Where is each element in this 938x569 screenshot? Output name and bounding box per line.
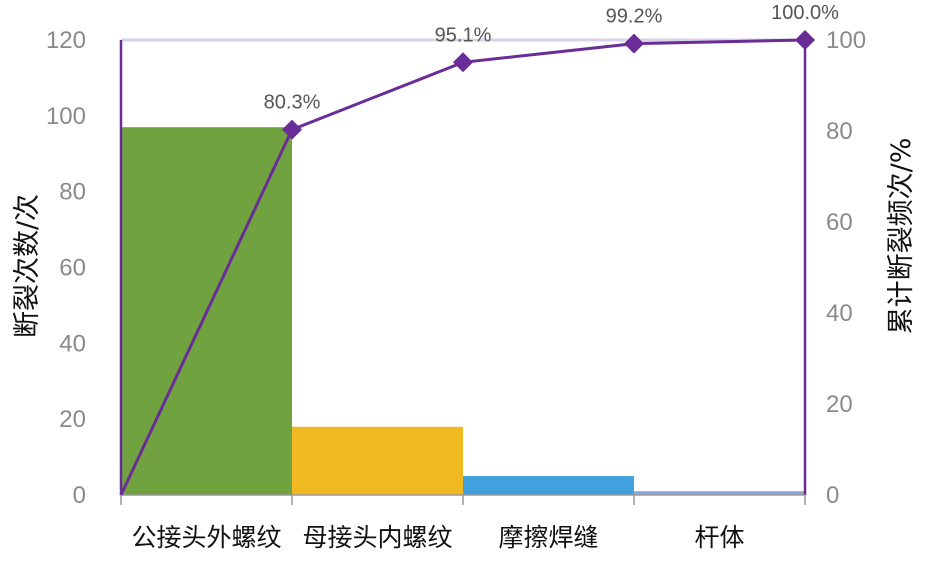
y-left-tick-label-6: 120	[46, 27, 86, 54]
y-right-tick-label-2: 40	[826, 300, 853, 327]
cumulative-data-label-2: 95.1%	[435, 24, 492, 46]
y-left-tick-label-3: 60	[59, 255, 86, 282]
bar-1	[292, 426, 463, 495]
cumulative-marker-1	[282, 119, 302, 140]
y-right-axis-title: 累计断裂频次/%	[886, 138, 917, 335]
x-tick-label-0: 公接头外螺纹	[131, 523, 281, 552]
cumulative-line-group	[119, 30, 815, 496]
axes: 0 20 40 60 80 100 120 0 20 40 60 80 100 公接头外螺纹 母接头内螺纹 摩…	[46, 27, 866, 552]
cumulative-data-label-4: 100.0%	[771, 2, 839, 24]
x-tick-label-1: 母接头内螺纹	[302, 523, 452, 552]
y-left-axis-title: 断裂次数/次	[12, 194, 43, 338]
bars	[121, 127, 805, 495]
y-left-tick-label-2: 40	[59, 330, 86, 357]
cumulative-marker-3	[624, 33, 644, 54]
y-left-tick-label-0: 0	[73, 482, 86, 509]
y-right-tick-label-4: 80	[826, 118, 853, 145]
y-left-tick-label-1: 20	[59, 406, 86, 433]
y-right-tick-label-0: 0	[826, 482, 839, 509]
cumulative-data-label-3: 99.2%	[606, 6, 663, 28]
labels: 断裂次数/次 累计断裂频次/% 80.3% 95.1% 99.2% 100.0%	[12, 2, 917, 338]
y-right-tick-label-5: 100	[826, 27, 866, 54]
bar-3	[634, 491, 805, 495]
cumulative-data-label-1: 80.3%	[264, 92, 321, 114]
x-tick-label-3: 杆体	[694, 523, 744, 552]
x-tick-label-2: 摩擦焊缝	[498, 523, 598, 552]
y-right-tick-label-3: 60	[826, 209, 853, 236]
bar-2	[463, 476, 634, 495]
cumulative-marker-4	[795, 30, 815, 50]
y-right-tick-label-1: 20	[826, 391, 853, 418]
cumulative-marker-2	[453, 52, 473, 73]
y-left-tick-label-5: 100	[46, 103, 86, 130]
y-left-tick-label-4: 80	[59, 179, 86, 206]
